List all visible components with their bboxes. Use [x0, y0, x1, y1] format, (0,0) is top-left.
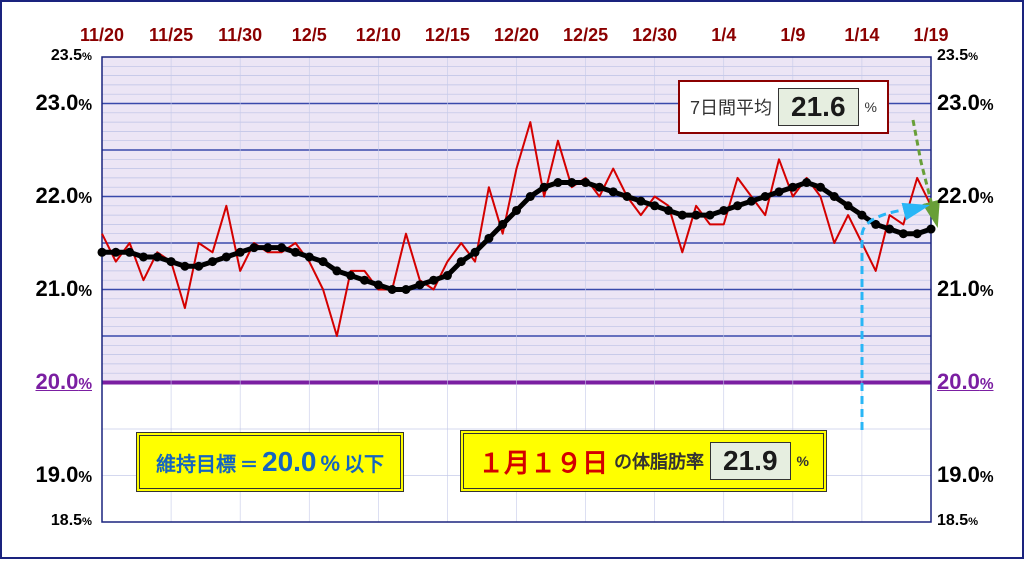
- y-tick-left: 20.0%: [12, 369, 92, 395]
- current-date: １月１９日: [478, 443, 608, 480]
- y-tick-right: 21.0%: [937, 276, 1017, 302]
- current-unit: %: [797, 453, 809, 469]
- seven-day-avg-callout: 7日間平均 21.6 %: [678, 80, 889, 134]
- target-unit: %: [321, 451, 341, 477]
- y-tick-right: 23.5%: [937, 47, 1017, 65]
- avg-value: 21.6: [778, 88, 859, 126]
- x-tick-date: 12/15: [417, 25, 477, 46]
- y-tick-left: 19.0%: [12, 462, 92, 488]
- x-tick-date: 1/9: [763, 25, 823, 46]
- target-goal-box: 維持目標 ＝ 20.0 % 以下: [136, 432, 404, 492]
- current-label: の体脂肪率: [614, 448, 704, 474]
- x-tick-date: 12/10: [348, 25, 408, 46]
- y-tick-left: 21.0%: [12, 276, 92, 302]
- y-tick-right: 20.0%: [937, 369, 1017, 395]
- x-tick-date: 1/4: [694, 25, 754, 46]
- x-tick-date: 12/25: [556, 25, 616, 46]
- target-suffix: 以下: [344, 448, 384, 477]
- x-tick-date: 12/30: [625, 25, 685, 46]
- y-tick-left: 18.5%: [12, 512, 92, 530]
- x-tick-date: 11/25: [141, 25, 201, 46]
- target-label: 維持目標: [156, 448, 236, 477]
- chart-container: 7日間平均 21.6 % 維持目標 ＝ 20.0 % 以下 １月１９日 の体脂肪…: [0, 0, 1024, 559]
- y-tick-left: 23.0%: [12, 90, 92, 116]
- y-tick-left: 23.5%: [12, 47, 92, 65]
- y-tick-right: 19.0%: [937, 462, 1017, 488]
- x-tick-date: 12/5: [279, 25, 339, 46]
- x-tick-date: 1/14: [832, 25, 892, 46]
- avg-unit: %: [865, 99, 877, 115]
- x-tick-date: 11/30: [210, 25, 270, 46]
- x-tick-date: 11/20: [72, 25, 132, 46]
- x-tick-date: 1/19: [901, 25, 961, 46]
- y-tick-right: 23.0%: [937, 90, 1017, 116]
- y-tick-right: 22.0%: [937, 183, 1017, 209]
- x-tick-date: 12/20: [487, 25, 547, 46]
- y-tick-right: 18.5%: [937, 512, 1017, 530]
- current-date-callout: １月１９日 の体脂肪率 21.9 %: [460, 430, 827, 492]
- target-equals: ＝: [240, 451, 258, 477]
- current-value: 21.9: [710, 442, 791, 480]
- avg-label: 7日間平均: [690, 94, 772, 120]
- y-tick-left: 22.0%: [12, 183, 92, 209]
- target-value: 20.0: [262, 446, 317, 478]
